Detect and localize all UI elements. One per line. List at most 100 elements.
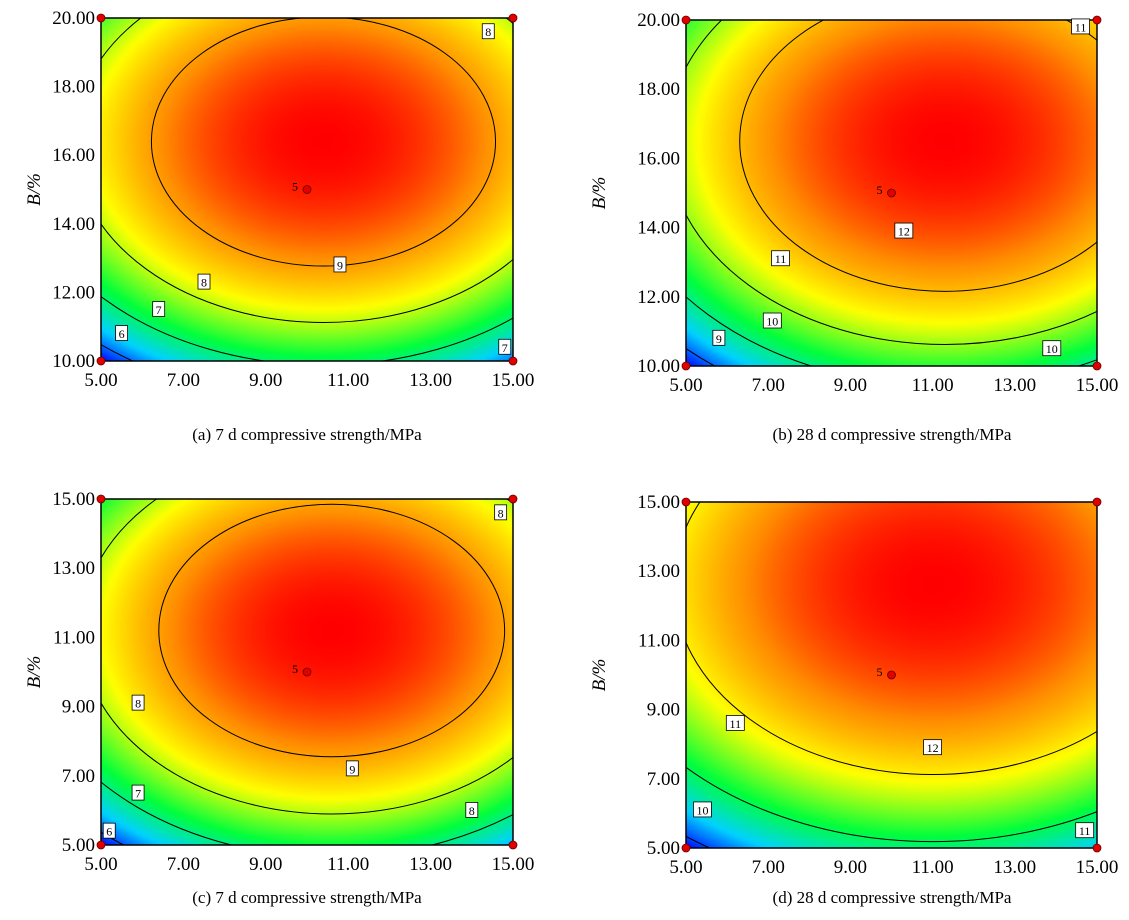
- y-axis-label: B/%: [24, 173, 45, 206]
- y-tick-label: 10.00: [637, 356, 680, 377]
- y-tick-label: 7.00: [647, 769, 680, 790]
- contour-label: 12: [927, 741, 939, 755]
- x-tick-label: 11.00: [912, 375, 954, 396]
- contour-line: [686, 502, 1097, 775]
- x-tick-label: 7.00: [167, 370, 200, 391]
- design-point: [1092, 15, 1102, 25]
- design-point: [302, 667, 312, 677]
- panel-caption: (d) 28 d compressive strength/MPa: [773, 888, 1012, 907]
- y-tick-label: 20.00: [637, 10, 680, 31]
- y-tick-label: 11.00: [53, 627, 95, 648]
- panel-0: 6 7 8 9 8 7 5 5.00 7.00 9.00 11.00 13.00 15.00 10.00 1…: [24, 8, 535, 444]
- plot-frame: [100, 17, 514, 362]
- x-tick-label: 11.00: [327, 370, 369, 391]
- contour-label: 8: [135, 697, 141, 711]
- contour-label-box: [494, 504, 508, 521]
- contour-label: 11: [775, 252, 787, 266]
- design-point: [508, 356, 518, 366]
- x-tick-label: 11.00: [327, 854, 369, 875]
- contour-label-box: [712, 329, 726, 346]
- panel-caption: (a) 7 d compressive strength/MPa: [192, 425, 422, 444]
- x-tick-label: 9.00: [834, 857, 867, 878]
- center-point-label: 5: [877, 183, 883, 197]
- y-tick-label: 18.00: [52, 77, 95, 98]
- y-tick-label: 18.00: [637, 79, 680, 100]
- contour-line: [101, 499, 513, 815]
- contour-label: 8: [498, 506, 504, 520]
- y-tick-label: 9.00: [62, 697, 95, 718]
- contour-label-box: [131, 784, 145, 801]
- contour-label: 6: [106, 825, 112, 839]
- center-point-label: 5: [292, 662, 298, 676]
- x-tick-label: 13.00: [409, 854, 452, 875]
- center-point-label: 5: [292, 180, 298, 194]
- panel-caption: (c) 7 d compressive strength/MPa: [192, 888, 422, 907]
- contour-label: 7: [135, 787, 141, 801]
- design-point: [1092, 497, 1102, 507]
- design-point: [508, 13, 518, 23]
- contour-label: 8: [485, 25, 491, 39]
- contour-label-box: [923, 739, 942, 756]
- x-tick-label: 15.00: [492, 370, 535, 391]
- x-tick-label: 9.00: [249, 854, 282, 875]
- y-tick-label: 12.00: [52, 282, 95, 303]
- y-tick-label: 20.00: [52, 8, 95, 29]
- x-tick-label: 15.00: [492, 854, 535, 875]
- contour-label-box: [762, 312, 782, 329]
- y-tick-label: 7.00: [62, 766, 95, 787]
- design-point: [681, 843, 691, 853]
- panel-1: 9 10 11 12 10 11 5 5.00 7.00 9.00 11.00 13.00 15.00 1…: [589, 10, 1119, 444]
- contour-label-box: [693, 801, 712, 818]
- design-point: [681, 15, 691, 25]
- y-tick-label: 12.00: [637, 287, 680, 308]
- x-tick-label: 11.00: [912, 857, 954, 878]
- contour-label: 10: [696, 803, 708, 817]
- design-point: [96, 840, 106, 850]
- contour-label-box: [1042, 340, 1062, 357]
- center-point-label: 5: [877, 665, 883, 679]
- plot-frame: [100, 498, 514, 846]
- contour-line: [739, 20, 1097, 292]
- x-tick-label: 9.00: [834, 375, 867, 396]
- y-tick-label: 16.00: [52, 145, 95, 166]
- contour-label-box: [152, 301, 166, 317]
- plot-frame: [685, 19, 1098, 367]
- x-tick-label: 5.00: [669, 375, 702, 396]
- y-tick-label: 10.00: [52, 351, 95, 372]
- design-point: [887, 188, 896, 198]
- y-tick-label: 16.00: [637, 148, 680, 169]
- contour-label: 11: [1075, 20, 1087, 34]
- y-tick-label: 9.00: [647, 700, 680, 721]
- x-tick-label: 9.00: [249, 370, 282, 391]
- contour-label-box: [131, 694, 145, 711]
- x-tick-label: 15.00: [1076, 375, 1119, 396]
- contour-label-box: [345, 760, 359, 777]
- contour-line: [150, 18, 496, 267]
- contour-label: 6: [119, 327, 125, 341]
- panel-3: 10 11 12 11 5 5.00 7.00 9.00 11.00 13.00 15.00 5.00…: [589, 492, 1118, 907]
- design-point: [96, 494, 106, 504]
- design-point: [681, 497, 691, 507]
- contour-label: 10: [1046, 342, 1058, 356]
- contour-label-box: [725, 715, 745, 731]
- contour-label-box: [771, 250, 790, 267]
- design-point: [302, 185, 312, 194]
- design-point: [508, 494, 518, 504]
- design-point: [508, 840, 518, 850]
- x-tick-label: 5.00: [84, 370, 117, 391]
- x-tick-label: 5.00: [669, 857, 702, 878]
- contour-line: [686, 20, 1097, 345]
- contour-line: [686, 766, 1097, 843]
- contour-label: 8: [201, 276, 207, 290]
- plot-frame: [685, 501, 1098, 849]
- contour-label-box: [465, 802, 479, 818]
- design-point: [96, 356, 106, 366]
- contour-label-box: [894, 222, 914, 239]
- y-tick-label: 15.00: [52, 489, 95, 510]
- contour-label: 7: [156, 303, 162, 317]
- contour-label: 9: [716, 332, 722, 346]
- contour-line: [158, 503, 506, 758]
- y-tick-label: 5.00: [62, 835, 95, 856]
- y-tick-label: 11.00: [638, 630, 680, 651]
